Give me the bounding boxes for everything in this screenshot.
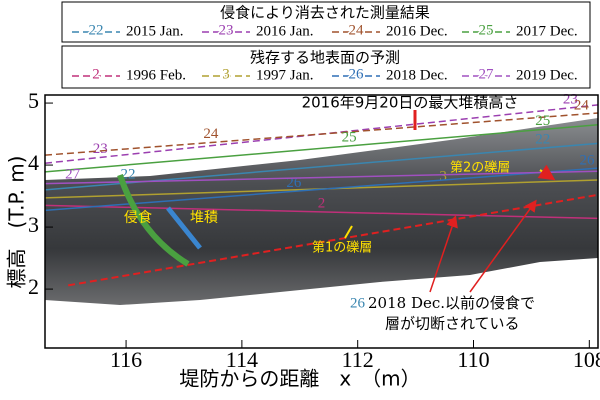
series-line [44,124,599,173]
legend-number: 27 [479,66,495,82]
x-tick-label: 112 [342,347,374,372]
legend-box [61,45,591,89]
line-label: 27 [65,166,81,182]
legend-number: 22 [89,22,104,38]
axes-frame [44,94,599,349]
legend-number: 3 [222,66,230,82]
legend-number: 26 [349,66,365,82]
legend-number: 23 [219,22,234,38]
legend-label: 2016 Jan. [256,23,314,39]
annotation: 侵食 [124,209,152,226]
series-line [67,193,599,287]
legend-title: 侵食により消去された測量結果 [220,4,430,22]
erosion-arrow [117,174,190,267]
y-tick-label: 2 [28,274,39,299]
annotation: 2016年9月20日の最大堆積高さ [302,94,519,112]
y-tick-label: 3 [28,212,39,237]
line-label: 26 [579,152,595,168]
legend-label: 2015 Jan. [126,23,184,39]
arrow [469,199,537,293]
line-label: 22 [535,131,550,147]
annotation: 26 [350,295,366,311]
series-line [44,167,599,212]
y-tick-label: 5 [28,88,39,113]
line-label: 24 [574,98,590,114]
legend-label: 2017 Dec. [516,23,578,39]
line-label: 2 [318,195,326,211]
legend-label: 2018 Dec. [386,67,448,83]
line-label: 26 [286,175,302,191]
annotation: 2018 Dec.以前の侵食で [368,294,535,312]
x-tick-label: 110 [457,347,489,372]
line-label: 25 [535,113,550,129]
legend-label: 2016 Dec. [386,23,448,39]
x-tick-label: 116 [110,347,142,372]
line-label: 23 [93,141,108,157]
arrow [429,215,458,293]
line-label: 25 [342,129,357,145]
legend-number: 25 [479,22,494,38]
annotation: 第1の礫層 [312,240,372,256]
annotation: 層が切断されている [385,315,520,333]
legend-label: 2019 Dec. [516,67,578,83]
arrow [344,225,353,239]
y-tick-label: 4 [28,150,39,175]
line-label: 24 [203,126,219,142]
y-axis-label: 標高 (T.P. m) [5,156,29,289]
legend-number: 24 [349,22,365,38]
x-axis-label: 堤防からの距離 x （m） [179,367,420,391]
legend-box [61,1,591,43]
legend-number: 2 [92,66,100,82]
arrow [537,164,556,181]
deposit-arrow [166,206,202,250]
line-label: 3 [439,168,447,184]
annotation: 堆積 [190,210,218,226]
legend-label: 1997 Jan. [256,67,314,83]
legend-label: 1996 Feb. [126,67,186,83]
series-line [44,112,599,156]
series-line [44,170,599,185]
annotation: 第2の礫層 [450,160,510,176]
x-tick-label: 114 [226,347,258,372]
legend-title: 残存する地表面の予測 [250,49,400,67]
x-tick-label: 108 [573,347,600,372]
